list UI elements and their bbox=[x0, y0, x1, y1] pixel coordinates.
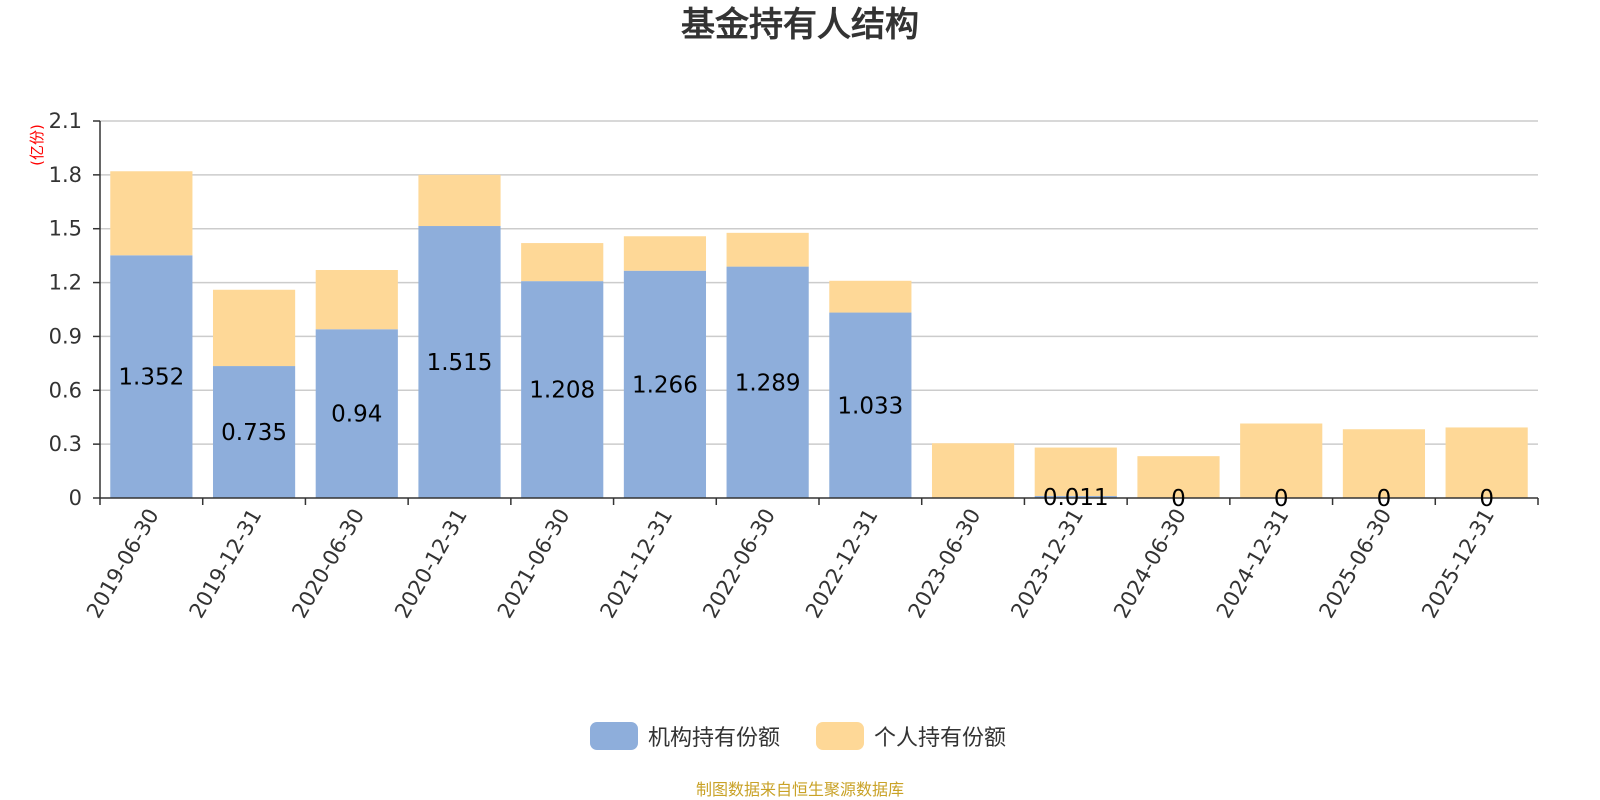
y-axis-unit-label: (亿份) bbox=[28, 124, 46, 166]
legend[interactable]: 机构持有份额 个人持有份额 bbox=[590, 722, 1006, 751]
bar-institutional bbox=[521, 281, 604, 498]
x-tick-label: 2025-06-30 bbox=[1314, 505, 1396, 623]
x-tick-label: 2020-12-31 bbox=[390, 505, 472, 623]
bar-individual bbox=[829, 280, 912, 313]
bar-individual bbox=[931, 443, 1015, 498]
bar-individual bbox=[1034, 447, 1117, 497]
data-label-institutional: 0 bbox=[1274, 486, 1289, 512]
x-tick-label: 2025-12-31 bbox=[1417, 505, 1499, 623]
chart-title: 基金持有人结构 bbox=[681, 5, 919, 45]
data-label-institutional: 1.208 bbox=[529, 378, 595, 404]
data-label-institutional: 1.289 bbox=[735, 370, 801, 396]
bar-institutional bbox=[829, 312, 912, 498]
data-label-institutional: 0.011 bbox=[1043, 485, 1109, 511]
x-tick-label: 2019-12-31 bbox=[185, 505, 267, 623]
bar-institutional bbox=[1034, 496, 1117, 498]
legend-swatch[interactable] bbox=[816, 722, 864, 750]
bar-institutional bbox=[110, 255, 193, 498]
bar-individual bbox=[521, 243, 604, 282]
data-label-institutional: 0 bbox=[1479, 486, 1494, 512]
bar-individual bbox=[623, 236, 707, 271]
y-tick-label: 1.8 bbox=[49, 163, 82, 187]
bar-institutional bbox=[212, 366, 296, 498]
data-label-institutional: 0.735 bbox=[221, 420, 287, 446]
y-tick-label: 0.9 bbox=[49, 324, 82, 348]
data-label-institutional: 0 bbox=[1171, 486, 1186, 512]
x-tick-label: 2023-12-31 bbox=[1006, 505, 1088, 623]
bar-individual bbox=[110, 171, 193, 256]
x-tick-label: 2024-12-31 bbox=[1212, 505, 1294, 623]
data-label-institutional: 0.94 bbox=[331, 402, 382, 428]
x-tick-label: 2021-06-30 bbox=[493, 505, 575, 623]
x-tick-label: 2019-06-30 bbox=[82, 505, 164, 623]
bar-individual bbox=[212, 289, 296, 367]
x-tick-label: 2023-06-30 bbox=[904, 505, 986, 623]
y-tick-label: 0.6 bbox=[49, 378, 82, 402]
legend-label[interactable]: 机构持有份额 bbox=[648, 726, 780, 751]
x-tick-label: 2022-06-30 bbox=[698, 505, 780, 623]
bar-institutional bbox=[726, 266, 809, 498]
bar-institutional bbox=[315, 329, 398, 498]
legend-label[interactable]: 个人持有份额 bbox=[874, 726, 1006, 751]
data-label-institutional: 1.515 bbox=[427, 350, 493, 376]
bar-individual bbox=[315, 270, 398, 330]
x-tick-label: 2020-06-30 bbox=[287, 505, 369, 623]
data-labels: 1.352 0.735 0.94 1.515 1.208 1.266 1.289 1.033 0… bbox=[118, 350, 1494, 512]
y-tick-label: 2.1 bbox=[49, 109, 82, 133]
x-tick-label: 2024-06-30 bbox=[1109, 505, 1191, 623]
bar-individual bbox=[1240, 423, 1323, 498]
bar-individual bbox=[418, 174, 501, 227]
bar-individual bbox=[726, 232, 809, 267]
bar-institutional bbox=[418, 226, 501, 498]
y-tick-label: 0.3 bbox=[49, 432, 82, 456]
bar-institutional bbox=[623, 270, 707, 498]
legend-swatch[interactable] bbox=[590, 722, 638, 750]
bar-individual bbox=[1342, 429, 1426, 498]
y-tick-label: 1.2 bbox=[49, 271, 82, 295]
y-tick-label: 1.5 bbox=[49, 217, 82, 241]
x-tick-label: 2022-12-31 bbox=[801, 505, 883, 623]
bar-individual bbox=[1445, 427, 1528, 498]
data-label-institutional: 1.352 bbox=[118, 365, 184, 391]
y-tick-label: 0 bbox=[69, 486, 82, 510]
data-label-institutional: 1.266 bbox=[632, 372, 698, 398]
data-label-institutional: 0 bbox=[1377, 486, 1392, 512]
bar-individual bbox=[1137, 456, 1220, 498]
x-tick-label: 2021-12-31 bbox=[595, 505, 677, 623]
source-note: 制图数据来自恒生聚源数据库 bbox=[696, 780, 904, 799]
data-label-institutional: 1.033 bbox=[837, 393, 903, 419]
bars bbox=[110, 171, 1528, 498]
